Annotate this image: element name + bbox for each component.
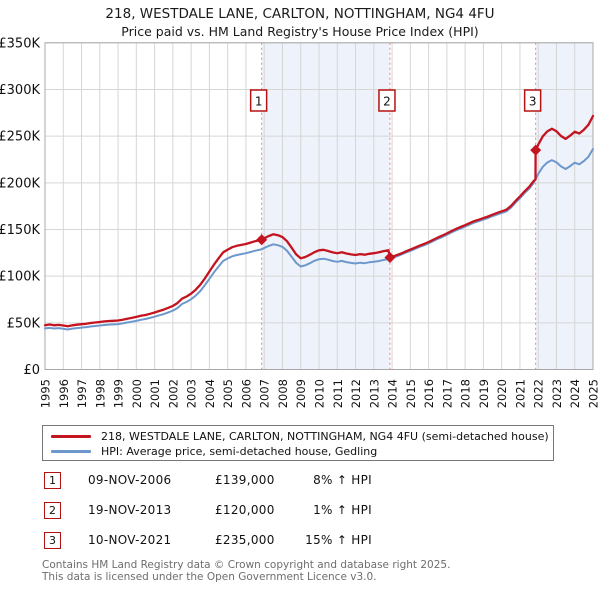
- x-axis-tick-label: 2018: [459, 379, 473, 408]
- x-axis-tick-label: 2020: [495, 379, 509, 408]
- transaction-hpi-delta: 15% ↑ HPI: [305, 533, 372, 547]
- sale-marker-box: [249, 89, 268, 112]
- x-axis-tick-label: 2016: [422, 379, 436, 408]
- page-subtitle: Price paid vs. HM Land Registry's House …: [121, 24, 479, 39]
- x-axis-tick-label: 2002: [166, 379, 180, 408]
- transaction-number-badge: 1: [44, 472, 61, 489]
- transaction-hpi-delta: 8% ↑ HPI: [313, 473, 372, 487]
- legend-item-property: 218, WESTDALE LANE, CARLTON, NOTTINGHAM,…: [43, 429, 553, 444]
- page-title: 218, WESTDALE LANE, CARLTON, NOTTINGHAM,…: [105, 6, 495, 22]
- x-axis-tick-label: 2022: [532, 379, 546, 408]
- sale-point-diamond: [530, 144, 542, 156]
- y-axis-tick-label: £50K: [7, 316, 41, 331]
- sale-point-diamond: [384, 251, 396, 263]
- x-axis-tick-label: 2000: [130, 379, 144, 408]
- y-axis-tick-label: £200K: [0, 176, 40, 191]
- x-axis-tick-label: 2003: [185, 379, 199, 408]
- legend-label-hpi: HPI: Average price, semi-detached house,…: [101, 445, 378, 458]
- x-axis-tick-label: 2005: [221, 379, 235, 408]
- transaction-row: 3 10-NOV-2021 £235,000 15% ↑ HPI: [42, 532, 558, 550]
- hpi-line: [44, 148, 594, 331]
- transaction-date: 09-NOV-2006: [88, 473, 172, 487]
- x-axis-tick-label: 2013: [367, 379, 381, 408]
- chart-legend: 218, WESTDALE LANE, CARLTON, NOTTINGHAM,…: [42, 425, 554, 461]
- sale-marker-number: 2: [383, 95, 391, 109]
- x-axis-tick-label: 2010: [313, 379, 327, 408]
- x-axis-tick-label: 2011: [331, 379, 345, 408]
- transaction-price: £120,000: [215, 503, 275, 517]
- footer-line-2: This data is licensed under the Open Gov…: [42, 570, 377, 583]
- transaction-number-badge: 2: [44, 502, 61, 519]
- x-axis-tick-label: 1999: [112, 379, 126, 408]
- sale-point-diamond: [256, 234, 268, 246]
- license-footer: Contains HM Land Registry data © Crown c…: [42, 559, 451, 583]
- x-axis-tick-label: 1996: [57, 379, 71, 408]
- plot-border: [44, 42, 594, 371]
- ownership-shaded-band: [535, 42, 593, 370]
- sale-marker-box: [523, 89, 542, 112]
- x-axis-tick-label: 2012: [349, 379, 363, 408]
- y-axis-tick-label: £150K: [0, 223, 40, 238]
- x-axis-tick-label: 2015: [404, 379, 418, 408]
- x-axis-tick-label: 2021: [513, 379, 527, 408]
- x-axis-tick-label: 1998: [93, 379, 107, 408]
- price-chart: 1 2 3 £0 £50K £100K £150K £200K £250K £300K £350K 1…: [0, 36, 600, 408]
- transaction-date: 19-NOV-2013: [88, 503, 172, 517]
- legend-label-property: 218, WESTDALE LANE, CARLTON, NOTTINGHAM,…: [101, 430, 549, 443]
- sale-marker-number: 3: [529, 95, 537, 109]
- y-axis-tick-label: £300K: [0, 83, 40, 98]
- transaction-date: 10-NOV-2021: [88, 533, 172, 547]
- footer-line-1: Contains HM Land Registry data © Crown c…: [42, 559, 451, 571]
- y-axis-tick-label: £250K: [0, 130, 40, 145]
- x-axis-tick-label: 2014: [386, 379, 400, 408]
- transaction-row: 1 09-NOV-2006 £139,000 8% ↑ HPI: [42, 472, 558, 490]
- ownership-shaded-band: [261, 42, 390, 370]
- transaction-row: 2 19-NOV-2013 £120,000 1% ↑ HPI: [42, 502, 558, 520]
- x-axis-tick-label: 2007: [258, 379, 272, 408]
- chart-header: 218, WESTDALE LANE, CARLTON, NOTTINGHAM,…: [0, 5, 600, 40]
- x-axis-tick-label: 2025: [587, 379, 600, 408]
- x-axis-tick-label: 2017: [440, 379, 454, 408]
- x-axis-tick-label: 2006: [239, 379, 253, 408]
- x-axis-tick-label: 2023: [550, 379, 564, 408]
- x-axis-tick-label: 2019: [477, 379, 491, 408]
- property-price-line: [43, 114, 595, 328]
- x-axis-tick-label: 2009: [294, 379, 308, 408]
- x-axis-tick-label: 2004: [203, 379, 217, 408]
- hpi-line-swatch: [51, 450, 91, 453]
- x-axis-tick-label: 1997: [75, 379, 89, 408]
- x-axis-tick-label: 2008: [276, 379, 290, 408]
- y-axis-tick-label: £100K: [0, 270, 40, 285]
- transaction-number-badge: 3: [44, 532, 61, 549]
- sale-marker-box: [378, 89, 396, 112]
- transaction-price: £235,000: [215, 533, 275, 547]
- x-axis-tick-label: 2001: [148, 379, 162, 408]
- property-line-swatch: [51, 435, 91, 438]
- y-axis-tick-label: £350K: [0, 36, 40, 51]
- transaction-hpi-delta: 1% ↑ HPI: [313, 503, 372, 517]
- transaction-price: £139,000: [215, 473, 275, 487]
- legend-item-hpi: HPI: Average price, semi-detached house,…: [43, 444, 553, 459]
- y-axis-tick-label: £0: [23, 363, 40, 378]
- x-axis-tick-label: 2024: [568, 379, 582, 408]
- sale-marker-number: 1: [255, 95, 263, 109]
- x-axis-tick-label: 1995: [39, 379, 53, 408]
